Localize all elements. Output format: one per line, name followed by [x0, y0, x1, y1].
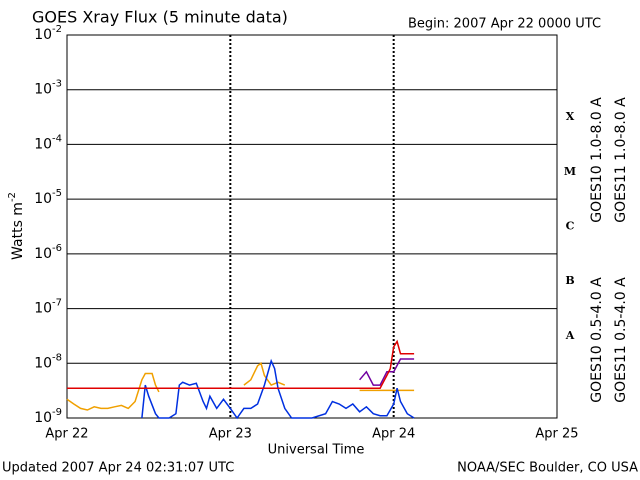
y-tick-base: 10	[34, 246, 52, 262]
legend-entry: GOES10 1.0-8.0 A	[589, 97, 605, 223]
flare-class: X	[566, 110, 575, 123]
y-axis-label: Watts m-2	[7, 192, 26, 260]
y-tick-label: 10-4	[34, 133, 62, 152]
y-tick-label: 10-7	[34, 298, 62, 317]
y-tick-base: 10	[34, 355, 52, 371]
y-tick-base: 10	[34, 301, 52, 317]
y-tick-base: 10	[34, 82, 52, 98]
legend-entry: GOES11 1.0-8.0 A	[613, 97, 629, 223]
series-line	[141, 358, 415, 420]
y-axis-label-base: Watts m	[10, 202, 26, 260]
flare-class: B	[565, 274, 574, 287]
y-tick-exp: -4	[52, 133, 62, 144]
y-tick-label: 10-3	[34, 79, 62, 98]
y-axis-label-exp: -2	[7, 192, 18, 202]
y-tick-label: 10-6	[34, 243, 62, 262]
x-tick-label: Apr 24	[372, 427, 415, 442]
y-tick-exp: -7	[52, 298, 62, 309]
legend-entry: GOES10 0.5-4.0 A	[589, 277, 605, 403]
source: NOAA/SEC Boulder, CO USA	[457, 461, 638, 476]
x-axis-label: Universal Time	[268, 443, 365, 458]
x-tick-label: Apr 22	[45, 427, 88, 442]
updated-time: Updated 2007 Apr 24 02:31:07 UTC	[2, 461, 234, 476]
flare-class: A	[565, 329, 575, 342]
y-tick-label: 10-8	[34, 352, 62, 371]
begin-time: Begin: 2007 Apr 22 0000 UTC	[408, 17, 601, 32]
y-tick-exp: -2	[52, 24, 62, 35]
y-tick-base: 10	[34, 27, 52, 43]
y-tick-exp: -8	[52, 352, 62, 363]
y-tick-label: 10-2	[34, 24, 62, 43]
y-tick-exp: -9	[52, 407, 62, 418]
x-tick-label: Apr 23	[209, 427, 252, 442]
y-tick-base: 10	[34, 191, 52, 207]
y-tick-exp: -3	[52, 79, 62, 90]
y-tick-exp: -5	[52, 188, 62, 199]
series-line	[359, 358, 415, 386]
flare-class: C	[566, 220, 575, 233]
y-tick-label: 10-9	[34, 407, 62, 426]
x-tick-label: Apr 25	[535, 427, 578, 442]
flare-class: M	[564, 165, 576, 178]
y-tick-label: 10-5	[34, 188, 62, 207]
series-line	[67, 339, 415, 389]
chart-title: GOES Xray Flux (5 minute data)	[32, 8, 288, 27]
y-tick-exp: -6	[52, 243, 62, 254]
y-tick-base: 10	[34, 136, 52, 152]
legend-entry: GOES11 0.5-4.0 A	[613, 277, 629, 403]
y-tick-base: 10	[34, 410, 52, 426]
